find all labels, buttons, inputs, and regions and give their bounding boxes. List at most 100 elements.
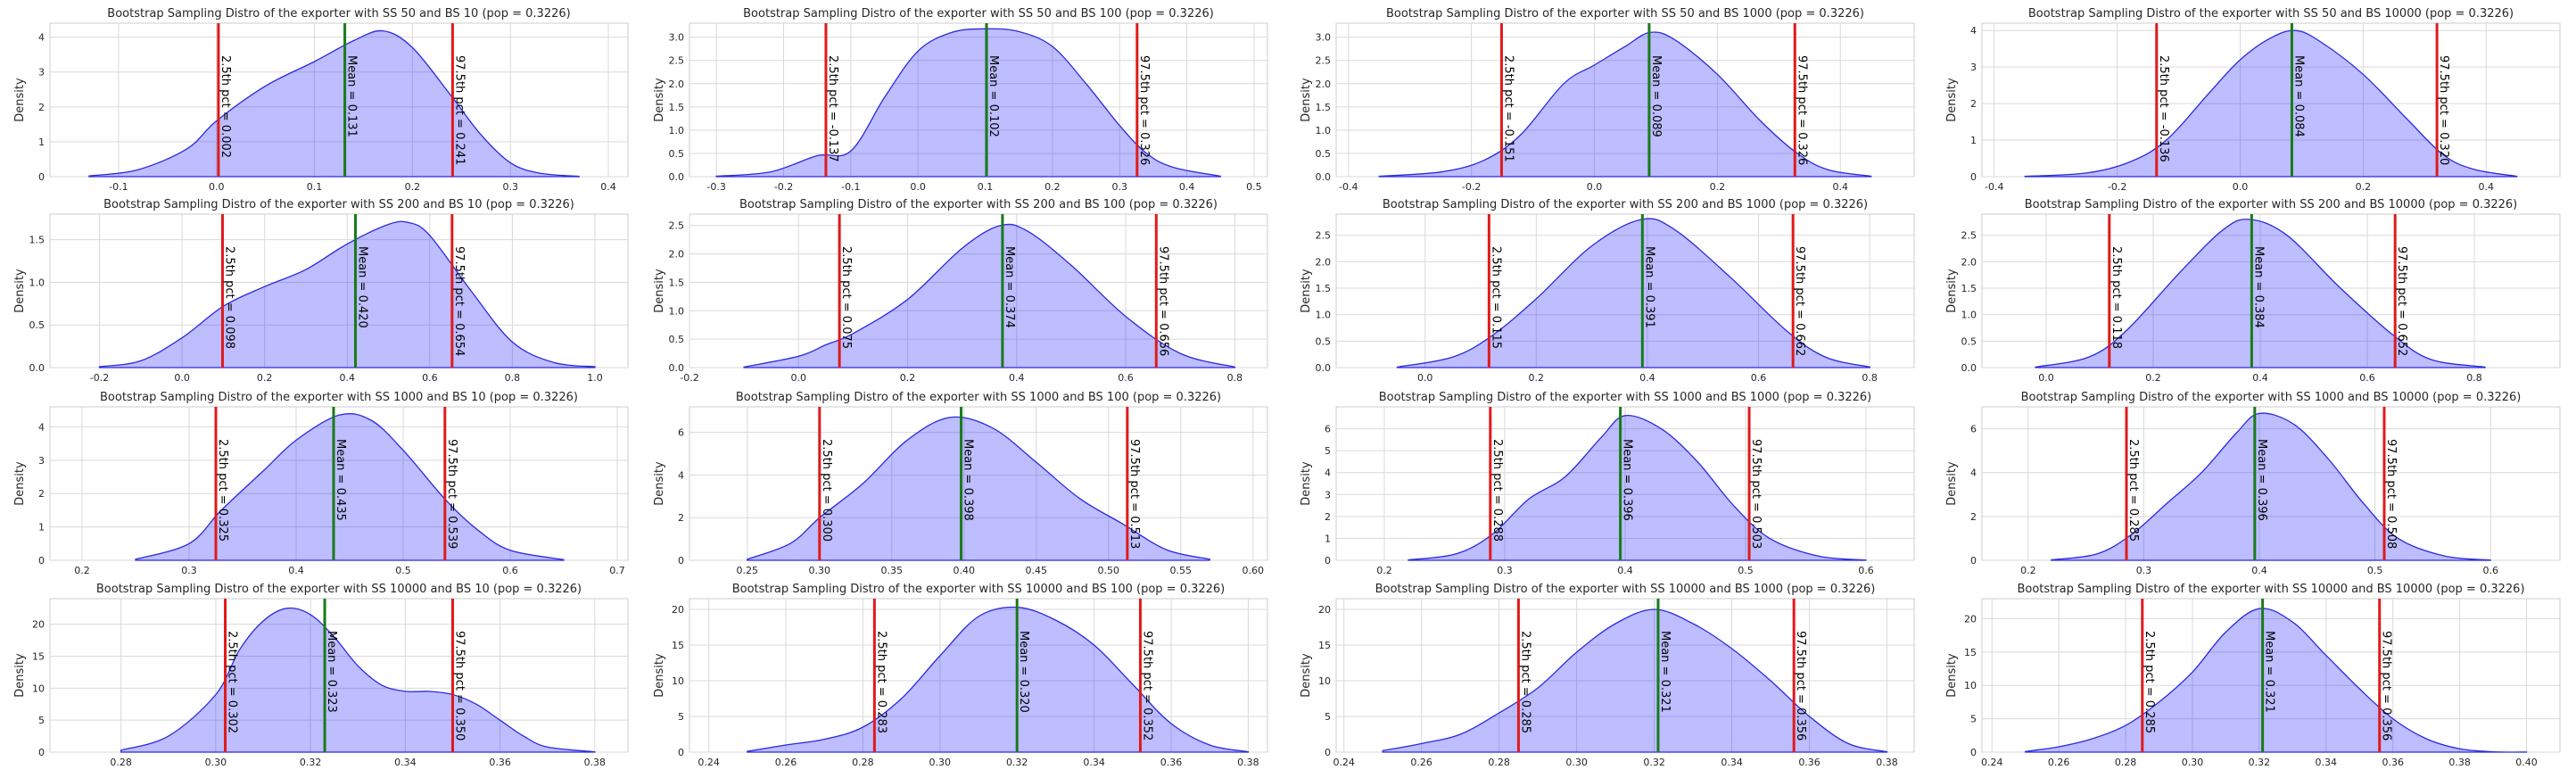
x-tick-label: -0.1	[841, 181, 860, 193]
plot-area	[1981, 406, 2561, 561]
x-tick-label: 0.4	[288, 565, 304, 576]
x-tick-label: 0.6	[2359, 372, 2375, 384]
x-tick-label: 0.8	[1862, 372, 1878, 384]
plot-area	[1981, 213, 2561, 368]
percentile-97-5-line-label: 97.5th pct = 0.654	[452, 246, 466, 356]
x-tick-label: 0.2	[74, 565, 90, 576]
y-tick-label: 15	[1964, 647, 1977, 658]
y-tick-label: 0.5	[1961, 335, 1977, 347]
x-tick-label: 0.5	[1738, 565, 1754, 576]
y-tick-label: 20	[32, 619, 45, 631]
x-tick-label: 0.0	[1587, 181, 1603, 193]
y-tick-label: 2.0	[1961, 256, 1977, 268]
x-tick-label: 0.4	[600, 181, 616, 193]
percentile-97-5-line-label: 97.5th pct = 0.539	[445, 439, 458, 549]
y-tick-label: 6	[1970, 424, 1977, 435]
x-tick-label: 0.34	[1083, 757, 1105, 768]
x-tick-label: 0.3	[1497, 565, 1513, 576]
subplot-title: Bootstrap Sampling Distro of the exporte…	[1375, 583, 1876, 596]
x-tick-label: 0.4	[2479, 181, 2495, 193]
y-tick-label: 3	[1325, 489, 1331, 501]
x-tick-label: -0.2	[680, 372, 698, 384]
y-tick-label: 2	[1970, 98, 1977, 110]
y-tick-label: 2.0	[1316, 256, 1332, 268]
subplot-12: 0.2 0.3 0.4 0.5 0.6 0 2 4 6 2.5th pct = 0.285 Mean…	[1945, 391, 2561, 576]
y-tick-label: 1.5	[29, 235, 45, 246]
percentile-2-5-line-label: 2.5th pct = -0.136	[2157, 55, 2170, 162]
x-tick-label: 0.2	[1529, 372, 1545, 384]
subplot-14: 0.24 0.26 0.28 0.30 0.32 0.34 0.36 0.38 0 5 10 15 20…	[653, 583, 1268, 768]
y-tick-label: 1.0	[29, 277, 45, 288]
subplot-title: Bootstrap Sampling Distro of the exporte…	[1383, 198, 1868, 211]
x-tick-label: -0.2	[774, 181, 793, 193]
x-tick-label: 0.0	[2038, 372, 2054, 384]
y-tick-label: 5	[1325, 711, 1331, 723]
y-tick-label: 1.5	[669, 277, 685, 288]
x-tick-label: 0.7	[609, 565, 625, 576]
x-tick-label: 0.50	[1098, 565, 1120, 576]
y-tick-label: 20	[1964, 613, 1977, 625]
mean-line-label: Mean = 0.396	[2255, 439, 2268, 521]
percentile-2-5-line-label: 2.5th pct = 0.288	[1490, 439, 1504, 542]
y-tick-label: 0.5	[669, 334, 685, 345]
percentile-2-5-line-label: 2.5th pct = 0.075	[839, 246, 853, 349]
x-tick-label: -0.2	[1462, 181, 1481, 193]
plot-area	[1981, 22, 2561, 178]
x-tick-label: 0.4	[1617, 565, 1633, 576]
x-tick-label: 0.26	[2048, 757, 2070, 768]
x-tick-label: 0.40	[2515, 757, 2538, 768]
mean-line-label: Mean = 0.320	[1017, 631, 1030, 713]
plot-area	[49, 406, 629, 561]
mean-line-label: Mean = 0.131	[345, 55, 359, 137]
subplot-1: -0.1 0.0 0.1 0.2 0.3 0.4 0 1 2 3 4 2.5th pct = 0.00…	[13, 7, 629, 193]
y-axis-label: Density	[13, 653, 27, 698]
subplot-title: Bootstrap Sampling Distro of the exporte…	[100, 391, 578, 404]
subplot-15: 0.24 0.26 0.28 0.30 0.32 0.34 0.36 0.38 0 5 10 15 20…	[1300, 583, 1915, 768]
x-tick-label: 0.32	[1643, 757, 1665, 768]
y-tick-label: 0	[1970, 171, 1977, 183]
percentile-97-5-line-label: 97.5th pct = 0.356	[2380, 631, 2393, 741]
y-tick-label: 4	[38, 32, 45, 44]
x-tick-label: 0.34	[1721, 757, 1743, 768]
subplot-5: -0.2 0.0 0.2 0.4 0.6 0.8 1.0 0.0 0.5 1.0 1.5 2.5th …	[13, 198, 629, 384]
density-area	[747, 606, 1250, 753]
x-tick-label: 0.6	[502, 565, 518, 576]
subplot-title: Bootstrap Sampling Distro of the exporte…	[736, 391, 1221, 404]
y-tick-label: 15	[32, 651, 45, 663]
y-tick-label: 2.5	[669, 55, 685, 67]
percentile-2-5-line-label: 2.5th pct = 0.285	[2143, 631, 2156, 733]
y-axis-label: Density	[653, 269, 666, 313]
y-axis-label: Density	[1300, 78, 1313, 122]
y-tick-label: 15	[1318, 640, 1331, 651]
x-tick-label: 0.8	[505, 372, 521, 384]
y-tick-label: 6	[1325, 424, 1331, 435]
density-area	[120, 607, 596, 753]
percentile-2-5-line-label: 2.5th pct = 0.002	[219, 55, 232, 158]
y-tick-label: 5	[678, 711, 684, 723]
y-tick-label: 4	[38, 421, 45, 433]
percentile-2-5-line-label: 2.5th pct = 0.283	[874, 631, 888, 733]
x-tick-label: 0.25	[737, 565, 759, 576]
percentile-97-5-line-label: 97.5th pct = 0.352	[1140, 631, 1153, 741]
percentile-2-5-line-label: 2.5th pct = 0.325	[216, 439, 229, 542]
plot-area	[1335, 22, 1915, 178]
x-tick-label: 0.38	[2448, 757, 2471, 768]
x-tick-label: 0.2	[1044, 181, 1061, 193]
x-tick-label: 0.1	[978, 181, 994, 193]
density-area	[2051, 412, 2491, 561]
y-tick-label: 4	[1970, 25, 1977, 37]
x-tick-label: 0.2	[257, 372, 273, 384]
x-tick-label: 0.35	[881, 565, 904, 576]
x-tick-label: 0.5	[1246, 181, 1262, 193]
x-tick-label: -0.3	[706, 181, 725, 193]
density-area	[2025, 608, 2528, 753]
x-tick-label: 0.36	[1798, 757, 1821, 768]
x-tick-label: -0.4	[1985, 181, 2003, 193]
y-tick-label: 3	[38, 455, 45, 467]
x-tick-label: 0.4	[1833, 181, 1849, 193]
subplot-2: -0.3 -0.2 -0.1 0.0 0.1 0.2 0.3 0.4 0.5 0.0 0.5 1.0 1…	[653, 7, 1268, 193]
y-axis-label: Density	[1945, 461, 1959, 506]
plot-area	[1335, 213, 1915, 368]
y-tick-label: 2	[678, 512, 684, 524]
